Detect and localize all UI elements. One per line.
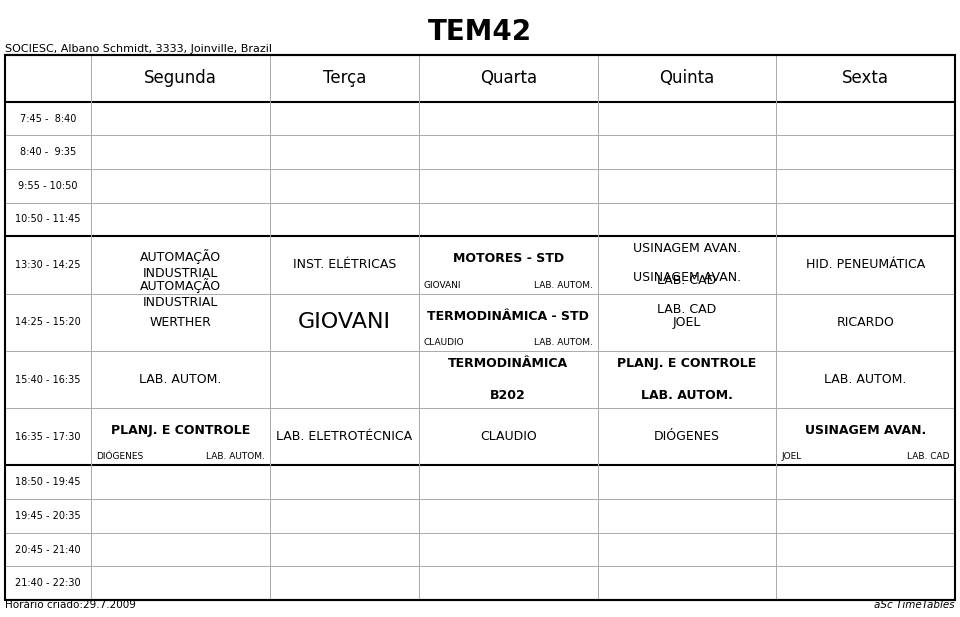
Text: Sexta: Sexta bbox=[842, 69, 889, 88]
Text: 15:40 - 16:35: 15:40 - 16:35 bbox=[15, 375, 81, 384]
Text: 8:40 -  9:35: 8:40 - 9:35 bbox=[20, 147, 76, 157]
Text: 19:45 - 20:35: 19:45 - 20:35 bbox=[15, 511, 81, 521]
Text: JOEL: JOEL bbox=[781, 452, 802, 462]
Text: MOTORES - STD: MOTORES - STD bbox=[453, 252, 564, 265]
Text: Horário criado:29.7.2009: Horário criado:29.7.2009 bbox=[5, 600, 136, 610]
Text: CLAUDIO: CLAUDIO bbox=[480, 430, 537, 443]
Text: DIÓGENES: DIÓGENES bbox=[654, 430, 720, 443]
Text: HID. PENEUMÁTICA: HID. PENEUMÁTICA bbox=[806, 259, 925, 271]
Text: USINAGEM AVAN.

LAB. CAD: USINAGEM AVAN. LAB. CAD bbox=[633, 271, 741, 316]
Text: aSc TimeTables: aSc TimeTables bbox=[875, 600, 955, 610]
Text: INST. ELÉTRICAS: INST. ELÉTRICAS bbox=[293, 259, 396, 271]
Text: 16:35 - 17:30: 16:35 - 17:30 bbox=[15, 432, 81, 442]
Text: 13:30 - 14:25: 13:30 - 14:25 bbox=[15, 260, 81, 270]
Text: Terça: Terça bbox=[323, 69, 366, 88]
Text: DIÓGENES: DIÓGENES bbox=[96, 452, 143, 462]
Text: 20:45 - 21:40: 20:45 - 21:40 bbox=[15, 545, 81, 555]
Text: LAB. AUTOM.: LAB. AUTOM. bbox=[205, 452, 265, 462]
Text: 21:40 - 22:30: 21:40 - 22:30 bbox=[15, 578, 81, 588]
Text: Segunda: Segunda bbox=[144, 69, 217, 88]
Text: USINAGEM AVAN.: USINAGEM AVAN. bbox=[805, 424, 926, 437]
Text: TERMODINÂMICA

B202: TERMODINÂMICA B202 bbox=[448, 357, 568, 402]
Text: AUTOMAÇÃO
INDUSTRIAL: AUTOMAÇÃO INDUSTRIAL bbox=[140, 249, 221, 280]
Text: GIOVANI: GIOVANI bbox=[298, 312, 391, 332]
Text: 10:50 - 11:45: 10:50 - 11:45 bbox=[15, 215, 81, 225]
Text: TEM42: TEM42 bbox=[428, 18, 532, 46]
Text: 7:45 -  8:40: 7:45 - 8:40 bbox=[20, 114, 76, 123]
Text: CLAUDIO: CLAUDIO bbox=[424, 338, 465, 347]
Text: USINAGEM AVAN.

LAB. CAD: USINAGEM AVAN. LAB. CAD bbox=[633, 242, 741, 288]
Text: Quinta: Quinta bbox=[660, 69, 714, 88]
Text: JOEL: JOEL bbox=[673, 316, 701, 329]
Text: LAB. AUTOM.: LAB. AUTOM. bbox=[825, 373, 907, 386]
Text: LAB. CAD: LAB. CAD bbox=[907, 452, 950, 462]
Text: LAB. AUTOM.: LAB. AUTOM. bbox=[139, 373, 222, 386]
Text: 9:55 - 10:50: 9:55 - 10:50 bbox=[18, 181, 78, 191]
Text: AUTOMAÇÃO
INDUSTRIAL: AUTOMAÇÃO INDUSTRIAL bbox=[140, 278, 221, 309]
Text: LAB. ELETROTÉCNICA: LAB. ELETROTÉCNICA bbox=[276, 430, 412, 443]
Text: Quarta: Quarta bbox=[480, 69, 537, 88]
Text: TERMODINÂMICA - STD: TERMODINÂMICA - STD bbox=[427, 310, 589, 323]
Text: WERTHER: WERTHER bbox=[150, 316, 211, 329]
Text: SOCIESC, Albano Schmidt, 3333, Joinville, Brazil: SOCIESC, Albano Schmidt, 3333, Joinville… bbox=[5, 44, 272, 54]
Text: LAB. AUTOM.: LAB. AUTOM. bbox=[534, 338, 592, 347]
Text: GIOVANI: GIOVANI bbox=[424, 281, 462, 289]
Text: PLANJ. E CONTROLE: PLANJ. E CONTROLE bbox=[110, 424, 250, 437]
Text: PLANJ. E CONTROLE

LAB. AUTOM.: PLANJ. E CONTROLE LAB. AUTOM. bbox=[617, 357, 756, 402]
Text: LAB. AUTOM.: LAB. AUTOM. bbox=[534, 281, 592, 289]
Text: 14:25 - 15:20: 14:25 - 15:20 bbox=[15, 317, 81, 327]
Text: 18:50 - 19:45: 18:50 - 19:45 bbox=[15, 478, 81, 487]
Text: RICARDO: RICARDO bbox=[837, 316, 895, 329]
